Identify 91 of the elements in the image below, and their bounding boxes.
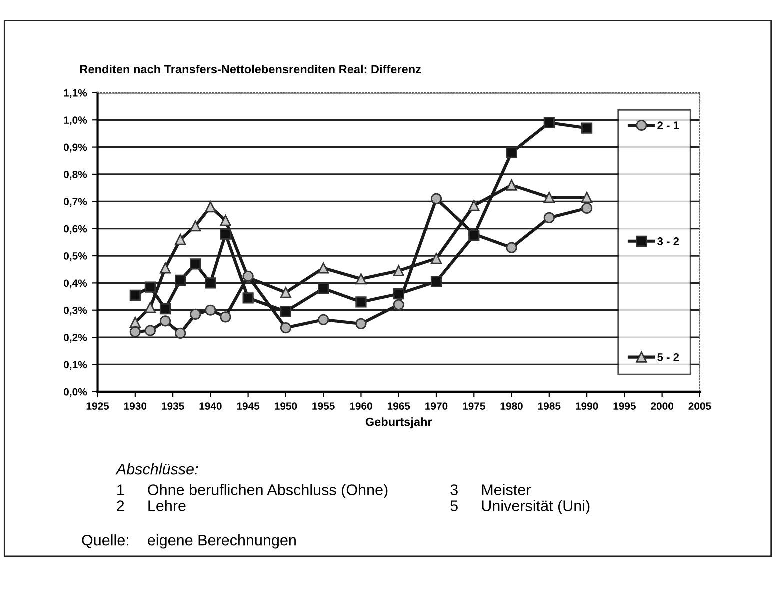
- point: [506, 242, 518, 254]
- point: [280, 306, 292, 318]
- x-tick-label: 1940: [200, 402, 222, 410]
- text: 1: [118, 484, 124, 496]
- text: Lehre: [148, 500, 186, 512]
- point: [175, 234, 186, 246]
- x-tick-label: 1950: [275, 402, 298, 410]
- point: [356, 274, 367, 285]
- point: [220, 228, 232, 240]
- point: [280, 322, 292, 334]
- point: [175, 328, 186, 340]
- point: [205, 202, 216, 213]
- point: [205, 278, 216, 289]
- x-tick-label: 2005: [688, 402, 712, 410]
- point: [220, 312, 232, 323]
- y-tick-label: 0,9%: [64, 144, 88, 153]
- x-tick-label: 1935: [162, 402, 184, 410]
- x-tick-label: 1975: [463, 402, 486, 410]
- point: [160, 316, 172, 327]
- y-tick-label: 0,1%: [64, 361, 88, 370]
- text: eigene Berechnungen: [148, 534, 296, 549]
- point: [356, 318, 367, 330]
- point: [190, 308, 202, 320]
- x-tick-label: 1955: [312, 402, 335, 410]
- text: 3: [450, 484, 458, 496]
- point: [393, 265, 404, 277]
- text: Abschlüsse:: [116, 464, 198, 475]
- x-axis-title: Geburtsjahr: [366, 418, 432, 429]
- y-tick-label: 1,0%: [64, 116, 88, 126]
- point: [581, 122, 593, 134]
- x-tick-label: 1995: [614, 402, 636, 410]
- point: [581, 192, 593, 204]
- point: [581, 202, 593, 214]
- y-tick-label: 0,7%: [64, 198, 88, 208]
- y-tick-label: 0,2%: [64, 334, 88, 343]
- point: [220, 215, 232, 226]
- x-tick-label: 1970: [426, 402, 448, 410]
- point: [468, 200, 480, 212]
- x-tick-label: 2000: [651, 402, 674, 410]
- point: [356, 296, 367, 308]
- point: [430, 193, 442, 204]
- point: [544, 192, 555, 204]
- point: [160, 262, 172, 274]
- source-note: Quelle:: [82, 534, 128, 549]
- legend-label: 3 - 2: [658, 238, 680, 246]
- text: 5: [450, 500, 458, 512]
- text: Ohne beruflichen Abschluss (Ohne): [148, 484, 388, 498]
- point: [430, 276, 442, 288]
- y-tick-label: 0,8%: [64, 170, 88, 180]
- x-tick-label: 1960: [350, 402, 372, 410]
- y-tick-label: 0,6%: [64, 225, 88, 234]
- text: Universität (Uni): [482, 500, 590, 514]
- legend-label: 2 - 1: [658, 122, 680, 130]
- point: [130, 326, 141, 338]
- x-tick-label: 1925: [86, 402, 110, 410]
- x-tick-label: 1965: [388, 402, 410, 410]
- point: [506, 180, 518, 191]
- y-tick-label: 0,5%: [64, 252, 88, 262]
- point: [175, 274, 186, 286]
- point: [393, 288, 404, 300]
- point: [393, 299, 404, 310]
- y-tick-label: 0,4%: [64, 280, 88, 289]
- point: [318, 262, 330, 274]
- x-tick-label: 1930: [124, 402, 147, 410]
- point: [130, 290, 141, 301]
- point: [144, 302, 156, 314]
- point: [144, 282, 156, 293]
- x-tick-label: 1990: [576, 402, 598, 410]
- point: [544, 117, 555, 128]
- point: [242, 292, 254, 304]
- point: [205, 304, 216, 316]
- point: [190, 258, 202, 270]
- point: [318, 314, 330, 326]
- point: [144, 325, 156, 336]
- point: [544, 212, 555, 224]
- point: [430, 253, 442, 264]
- text: 2: [117, 500, 124, 512]
- point: [190, 220, 202, 232]
- y-tick-label: 0,0%: [64, 388, 88, 398]
- chart-title: Renditen nach Transfers-Nettolebensrenditen Real: Differenz: [80, 64, 422, 74]
- point: [318, 283, 330, 294]
- point: [506, 147, 518, 158]
- legend-label: 5 - 2: [658, 353, 680, 362]
- x-tick-label: 1945: [237, 402, 260, 410]
- x-tick-label: 1980: [500, 402, 523, 410]
- text: Meister: [482, 484, 531, 496]
- x-tick-label: 1985: [538, 402, 561, 410]
- point: [280, 287, 292, 298]
- point: [160, 303, 172, 315]
- y-tick-label: 0,3%: [64, 306, 88, 316]
- y-tick-label: 1,1%: [64, 89, 88, 98]
